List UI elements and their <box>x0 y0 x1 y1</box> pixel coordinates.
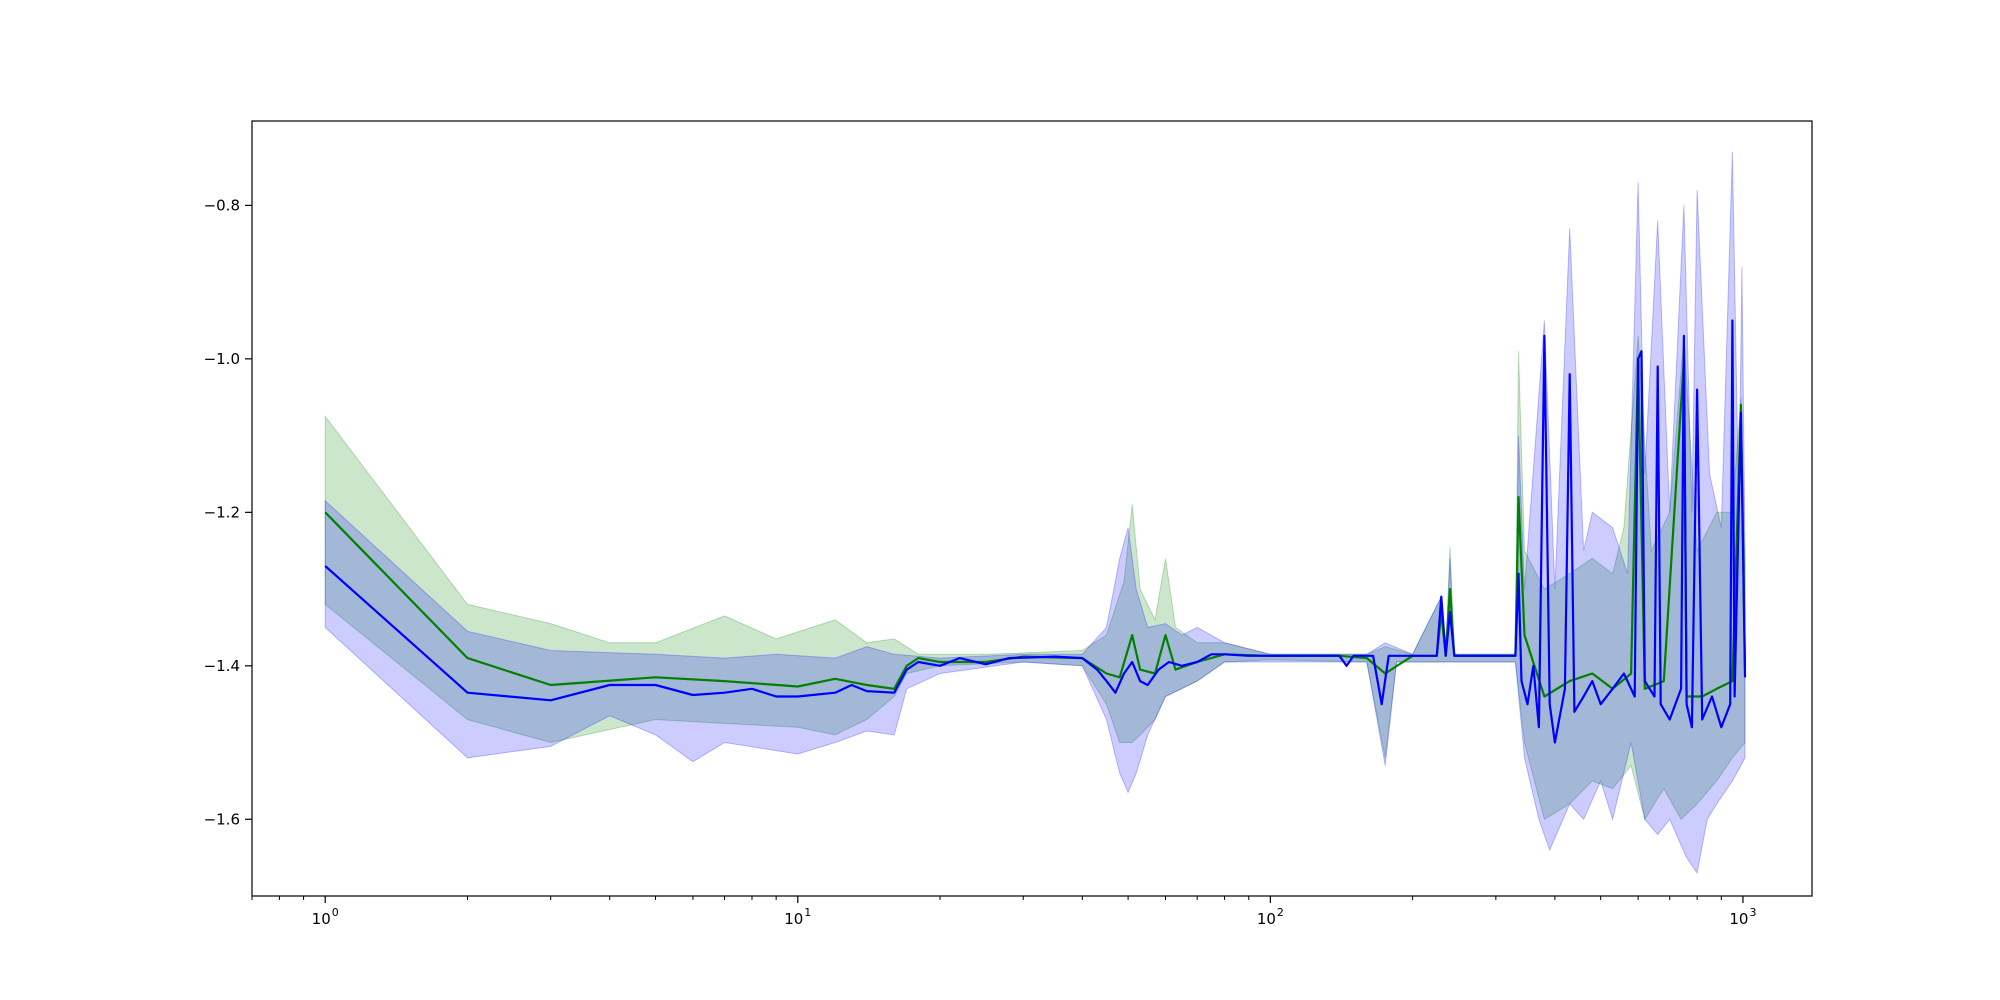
y-tick-label: −1.2 <box>204 503 240 521</box>
y-tick-label: −1.4 <box>204 657 240 675</box>
plot-frame <box>251 120 1813 897</box>
series-2-line <box>324 319 1747 744</box>
y-axis: −0.8 −1.0 −1.2 −1.4 −1.6 <box>204 196 252 828</box>
x-tick-exponent: 2 <box>1277 906 1284 919</box>
series-1-band <box>324 335 1746 821</box>
y-tick-label: −0.8 <box>204 196 240 214</box>
x-tick-exponent: 0 <box>332 906 339 919</box>
x-tick-label: 10 <box>1257 910 1276 928</box>
y-tick-label: −1.6 <box>204 810 240 828</box>
y-tick-label: −1.0 <box>204 350 240 368</box>
x-tick-exponent: 1 <box>804 906 811 919</box>
x-tick-exponent: 3 <box>1749 906 1756 919</box>
series-lines <box>324 319 1747 744</box>
x-tick-label: 10 <box>784 910 803 928</box>
x-axis: 10 0 10 1 10 2 10 3 <box>251 896 1756 928</box>
x-tick-label: 10 <box>312 910 331 928</box>
x-tick-label: 10 <box>1729 910 1748 928</box>
